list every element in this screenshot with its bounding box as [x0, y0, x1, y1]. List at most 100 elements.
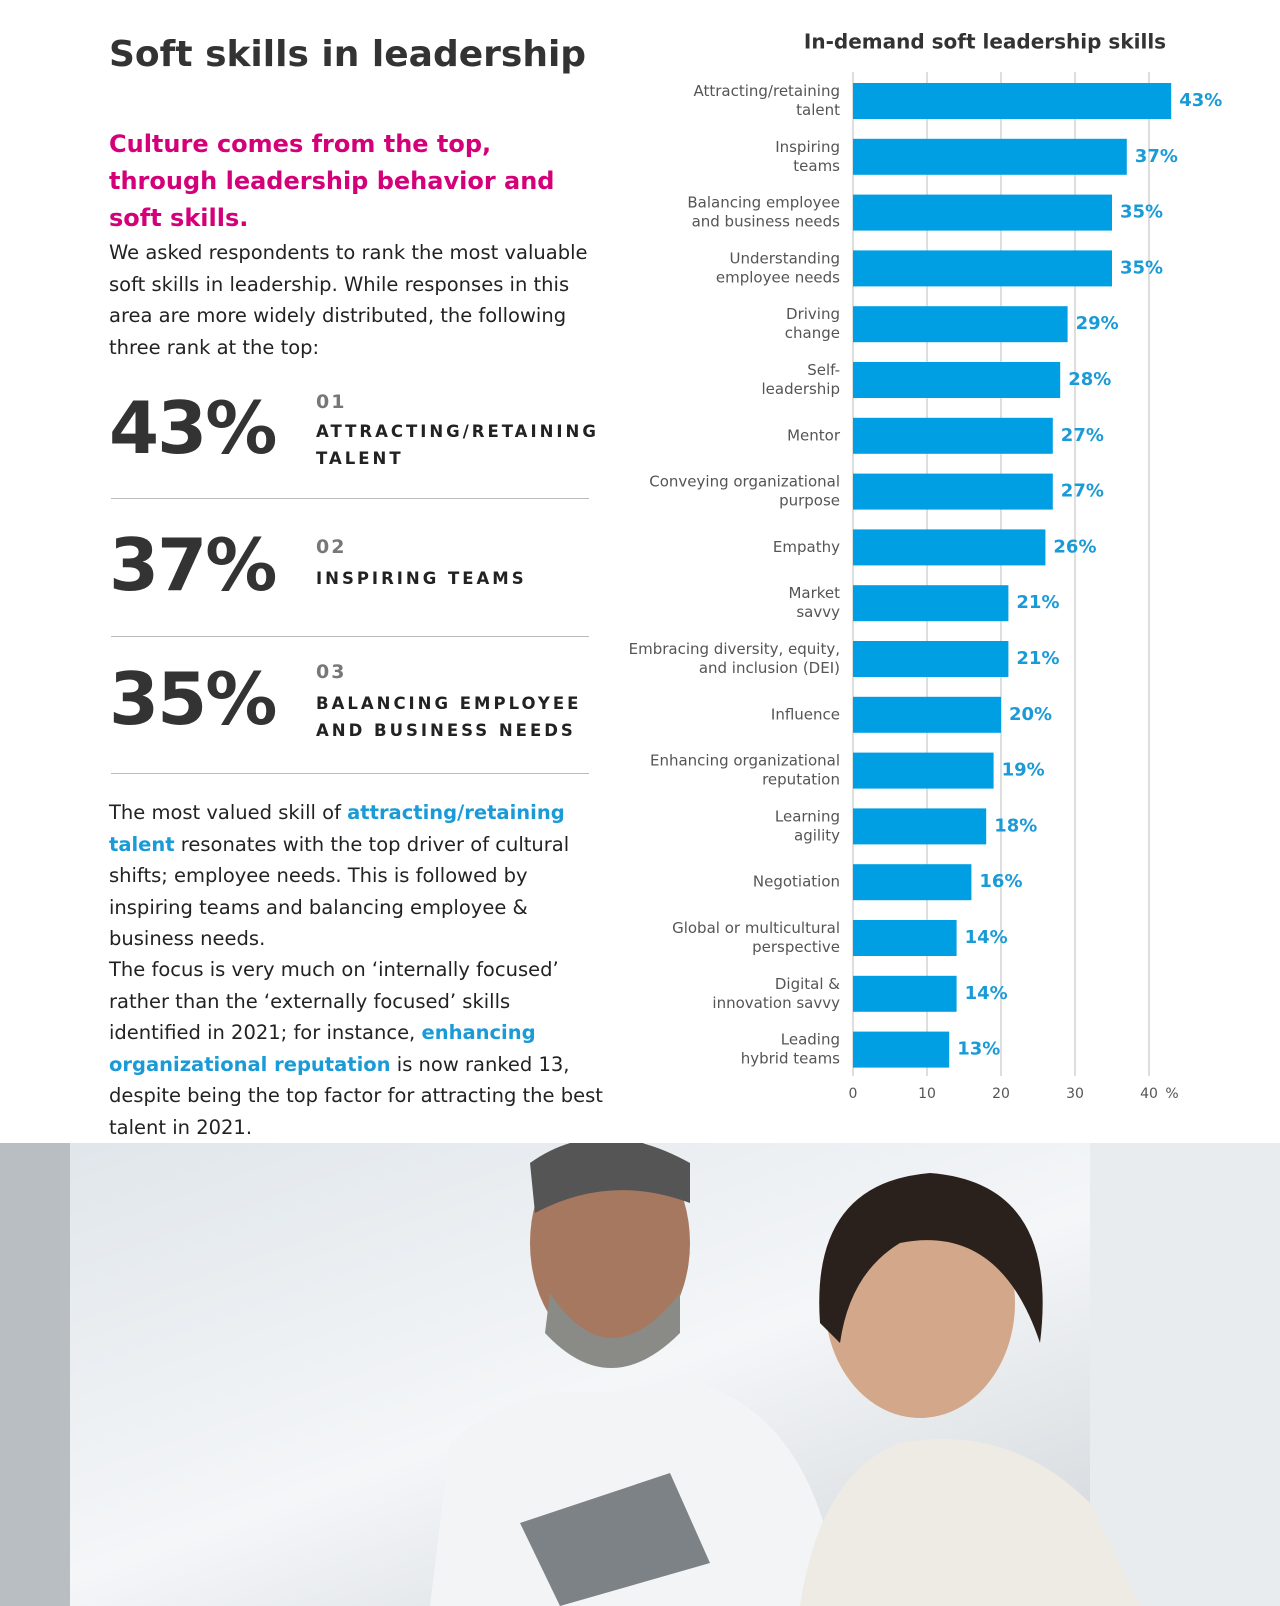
bar [853, 83, 1172, 119]
y-tick-label: Self- [807, 361, 840, 379]
y-tick-label: perspective [752, 938, 840, 956]
y-tick-label: Negotiation [753, 873, 840, 891]
y-tick-label: change [785, 324, 840, 342]
value-label: 28% [1068, 369, 1111, 390]
value-label: 35% [1120, 257, 1163, 278]
y-tick-label: Global or multicultural [672, 919, 840, 937]
bar [853, 473, 1053, 510]
value-label: 26% [1053, 536, 1096, 557]
y-tick-label: reputation [762, 771, 840, 789]
bar [853, 864, 972, 901]
value-label: 14% [965, 983, 1008, 1004]
value-label: 16% [979, 871, 1022, 892]
bar [853, 752, 994, 789]
chart-title: In-demand soft leadership skills [804, 30, 1166, 54]
x-tick-label: 10 [918, 1086, 936, 1102]
y-tick-label: Conveying organizational [649, 473, 840, 491]
y-tick-label: Embracing diversity, equity, [629, 640, 840, 658]
y-tick-label: Empathy [773, 538, 840, 556]
y-tick-label: Driving [786, 305, 840, 323]
value-label: 35% [1120, 202, 1163, 223]
divider [111, 773, 589, 774]
value-label: 21% [1016, 592, 1059, 613]
stat-value: 35% [109, 657, 277, 741]
y-tick-label: agility [794, 826, 840, 844]
value-label: 19% [1002, 760, 1045, 781]
y-tick-label: Understanding [729, 249, 840, 267]
highlight: attracting/retaining talent [109, 801, 565, 856]
value-label: 20% [1009, 704, 1052, 725]
value-label: 27% [1061, 481, 1104, 502]
y-tick-label: Learning [775, 807, 840, 825]
chart: In-demand soft leadership skills 0 10 20 30… [629, 30, 1223, 1103]
value-label: 27% [1061, 425, 1104, 446]
intro: We asked respondents to rank the most va… [109, 241, 588, 359]
value-label: 43% [1179, 90, 1222, 111]
y-tick-label: and business needs [692, 213, 841, 231]
y-tick-label: and inclusion (DEI) [699, 659, 840, 677]
y-tick-label: innovation savvy [712, 994, 840, 1012]
stat-rank: 01 [316, 391, 347, 413]
stat-rank: 02 [316, 536, 347, 558]
y-tick-label: Attracting/retaining [693, 82, 840, 100]
x-tick-label: 30 [1066, 1086, 1084, 1102]
value-label: 14% [965, 927, 1008, 948]
y-tick-label: Market [788, 584, 840, 602]
highlight: enhancing organizational reputation [109, 1021, 536, 1076]
bar [853, 417, 1053, 454]
x-tick-label: 40 [1140, 1086, 1158, 1102]
bar [853, 138, 1127, 175]
text: The most valued skill of [109, 801, 348, 824]
bar [853, 920, 957, 956]
title: Soft skills in leadership [109, 34, 587, 75]
y-tick-label: employee needs [716, 268, 840, 286]
value-label: 18% [994, 815, 1037, 836]
stat-rank: 03 [316, 661, 347, 683]
text: resonates with the top driver of cultura… [109, 832, 570, 951]
y-tick-label: leadership [761, 380, 840, 398]
bar [853, 306, 1068, 343]
bar [853, 362, 1061, 398]
x-tick-label: 0 [849, 1086, 858, 1102]
stat-value: 37% [109, 523, 277, 607]
value-label: 21% [1016, 648, 1059, 669]
x-axis-label: % [1165, 1086, 1178, 1102]
bar [853, 641, 1009, 677]
subtitle: Culture comes from the top, through lead… [109, 130, 555, 232]
divider [111, 636, 589, 637]
stat-label: INSPIRING TEAMS [316, 569, 527, 588]
bar [853, 585, 1009, 622]
y-tick-label: Influence [771, 705, 840, 723]
text: is now ranked 13, despite being the top … [109, 1052, 603, 1139]
y-tick-label: Leading [781, 1031, 840, 1049]
photo [0, 1143, 1280, 1606]
divider [111, 498, 589, 499]
y-tick-label: teams [793, 157, 840, 175]
y-tick-label: Inspiring [775, 138, 840, 156]
stat-label: BALANCING EMPLOYEE AND BUSINESS NEEDS [316, 694, 582, 740]
value-label: 29% [1076, 313, 1119, 334]
stat-value: 43% [109, 386, 277, 470]
bar [853, 194, 1112, 231]
value-label: 13% [957, 1039, 1000, 1060]
value-label: 37% [1135, 146, 1178, 167]
bar [853, 1031, 950, 1068]
y-tick-label: Digital & [775, 975, 840, 993]
bar [853, 808, 987, 845]
y-tick-label: purpose [779, 492, 840, 510]
y-tick-label: savvy [796, 603, 840, 621]
y-tick-label: Mentor [787, 426, 841, 444]
y-tick-label: Enhancing organizational [650, 752, 840, 770]
paragraph: The most valued skill of attracting/reta… [109, 797, 604, 955]
bar [853, 250, 1112, 287]
bar [853, 696, 1001, 733]
y-tick-label: hybrid teams [741, 1050, 840, 1068]
x-tick-label: 20 [992, 1086, 1010, 1102]
stat-label: ATTRACTING/RETAINING TALENT [316, 422, 599, 468]
paragraph: The focus is very much on ‘internally fo… [109, 954, 604, 1143]
y-tick-label: talent [796, 101, 840, 119]
y-tick-label: Balancing employee [687, 194, 840, 212]
bar [853, 529, 1046, 566]
bar [853, 975, 957, 1012]
